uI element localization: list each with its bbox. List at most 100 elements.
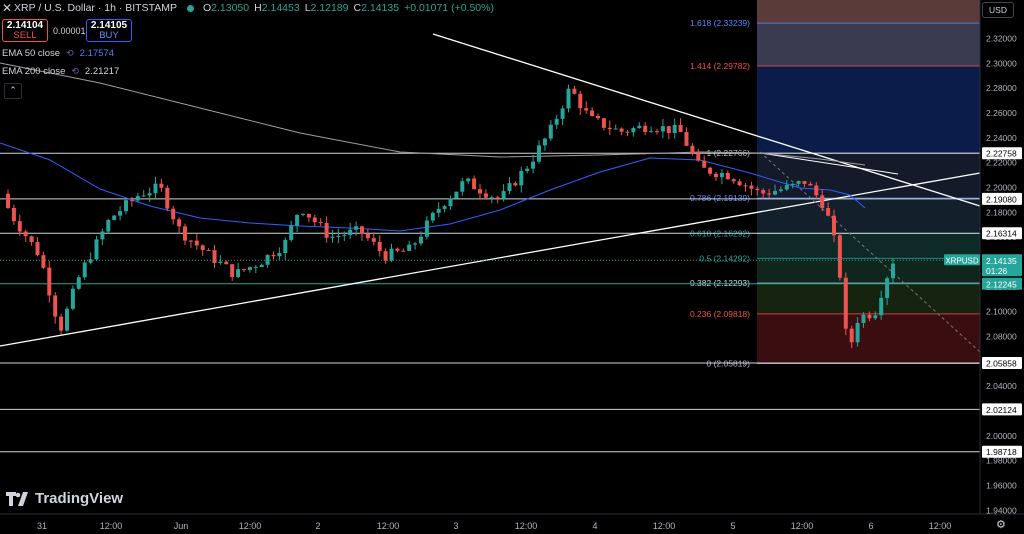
candle-body [861, 314, 866, 324]
candle [53, 292, 58, 324]
price-level-tag-label: 2.02124 [986, 405, 1017, 415]
buy-button[interactable]: 2.14105 BUY [86, 19, 132, 42]
candle-body [112, 215, 117, 220]
candle [59, 313, 64, 335]
gear-icon[interactable]: ⚙ [996, 519, 1006, 531]
candle-body [153, 183, 158, 194]
symbol-title[interactable]: XRP / U.S. Dollar · 1h · BITSTAMP [14, 2, 177, 14]
candle-body [183, 226, 187, 241]
candle [413, 242, 418, 250]
candle-body [324, 222, 329, 238]
x-tick-label: 12:00 [791, 521, 814, 531]
candle [365, 228, 370, 242]
candle [489, 195, 494, 204]
candle-body [826, 208, 831, 216]
candle-body [365, 233, 370, 239]
candle [725, 170, 730, 180]
price-level-tag [982, 147, 1022, 160]
candle-body [714, 173, 718, 178]
sell-button[interactable]: 2.14104 SELL [2, 19, 48, 42]
candle [354, 221, 359, 236]
chart-header: ✕ XRP / U.S. Dollar · 1h · BITSTAMP O 2.1… [0, 0, 499, 16]
candle-body [424, 220, 429, 237]
candle-body [672, 124, 677, 134]
candle-body [601, 118, 606, 128]
fib-level-label: 0.5 (2.14292) [699, 253, 750, 263]
high-value: 2.14453 [261, 2, 300, 14]
candle [879, 290, 884, 320]
candle [778, 186, 783, 193]
candle [330, 229, 335, 243]
close-icon[interactable]: ✕ [1, 1, 13, 15]
fib-zone [757, 153, 980, 199]
ema200-legend[interactable]: EMA 200 close ⟲ 2.21217 [2, 66, 119, 77]
x-tick-label: 3 [453, 521, 458, 531]
indicator-settings-icon[interactable]: ⟲ [66, 48, 74, 58]
fib-level-label: 0.786 (2.19139) [690, 193, 750, 203]
candle-body [330, 236, 335, 238]
fib-zone [757, 66, 980, 154]
candle [637, 122, 642, 129]
candle [212, 244, 217, 269]
candle [790, 183, 795, 189]
candle [301, 213, 305, 217]
candle [601, 117, 606, 131]
ema50-legend[interactable]: EMA 50 close ⟲ 2.17574 [2, 48, 114, 59]
candle [194, 234, 199, 250]
candle [672, 118, 677, 139]
candle [566, 84, 571, 113]
fib-level-label: 1.414 (2.29782) [690, 61, 750, 71]
close-label: C [353, 2, 362, 14]
candle [17, 214, 22, 236]
candle-body [118, 211, 123, 216]
indicator-settings-icon[interactable]: ⟲ [71, 66, 79, 76]
candle [277, 247, 282, 260]
candle-body [94, 239, 99, 260]
x-tick-label: Jun [174, 521, 189, 531]
candle-body [731, 179, 736, 182]
candle-body [855, 323, 860, 343]
candle [200, 244, 205, 256]
currency-button[interactable]: USD [982, 2, 1014, 18]
candle [843, 272, 848, 336]
ema50-value: 2.17574 [79, 48, 114, 59]
candle-body [501, 191, 506, 199]
candle-body [678, 124, 683, 132]
y-tick-label: 2.10000 [986, 307, 1017, 317]
candle [147, 187, 152, 202]
candle [761, 188, 766, 200]
x-tick-label: 6 [868, 521, 873, 531]
sell-label: SELL [13, 30, 37, 41]
candle-body [796, 181, 801, 184]
candle [360, 225, 364, 241]
candle [11, 204, 16, 225]
candle-body [295, 214, 300, 226]
collapse-legend-icon[interactable]: ⌃ [4, 83, 22, 99]
candle [678, 118, 683, 133]
candle-body [525, 168, 530, 171]
candle [242, 268, 246, 273]
candle-body [466, 178, 471, 182]
candle-body [737, 181, 742, 186]
ema50-label: EMA 50 close [2, 48, 61, 59]
candle [867, 311, 872, 322]
candle [784, 179, 789, 191]
candle-body [70, 288, 75, 309]
price-level-tag [982, 357, 1022, 370]
x-tick-label: 12:00 [929, 521, 952, 531]
ema200-value: 2.21217 [84, 66, 120, 77]
tradingview-logo-icon [6, 491, 28, 506]
candle [625, 129, 630, 137]
candle [41, 251, 46, 270]
candle-body [519, 170, 524, 186]
candle-body [194, 240, 199, 246]
resistance-trendline [759, 152, 899, 175]
candle [82, 259, 87, 280]
candle [495, 195, 500, 204]
y-tick-label: 1.96000 [986, 480, 1017, 490]
trade-panel: 2.14104 SELL 0.00001 2.14105 BUY [2, 19, 132, 42]
candle-body [135, 196, 140, 201]
candle-body [778, 189, 783, 192]
x-tick-label: 2 [315, 521, 320, 531]
